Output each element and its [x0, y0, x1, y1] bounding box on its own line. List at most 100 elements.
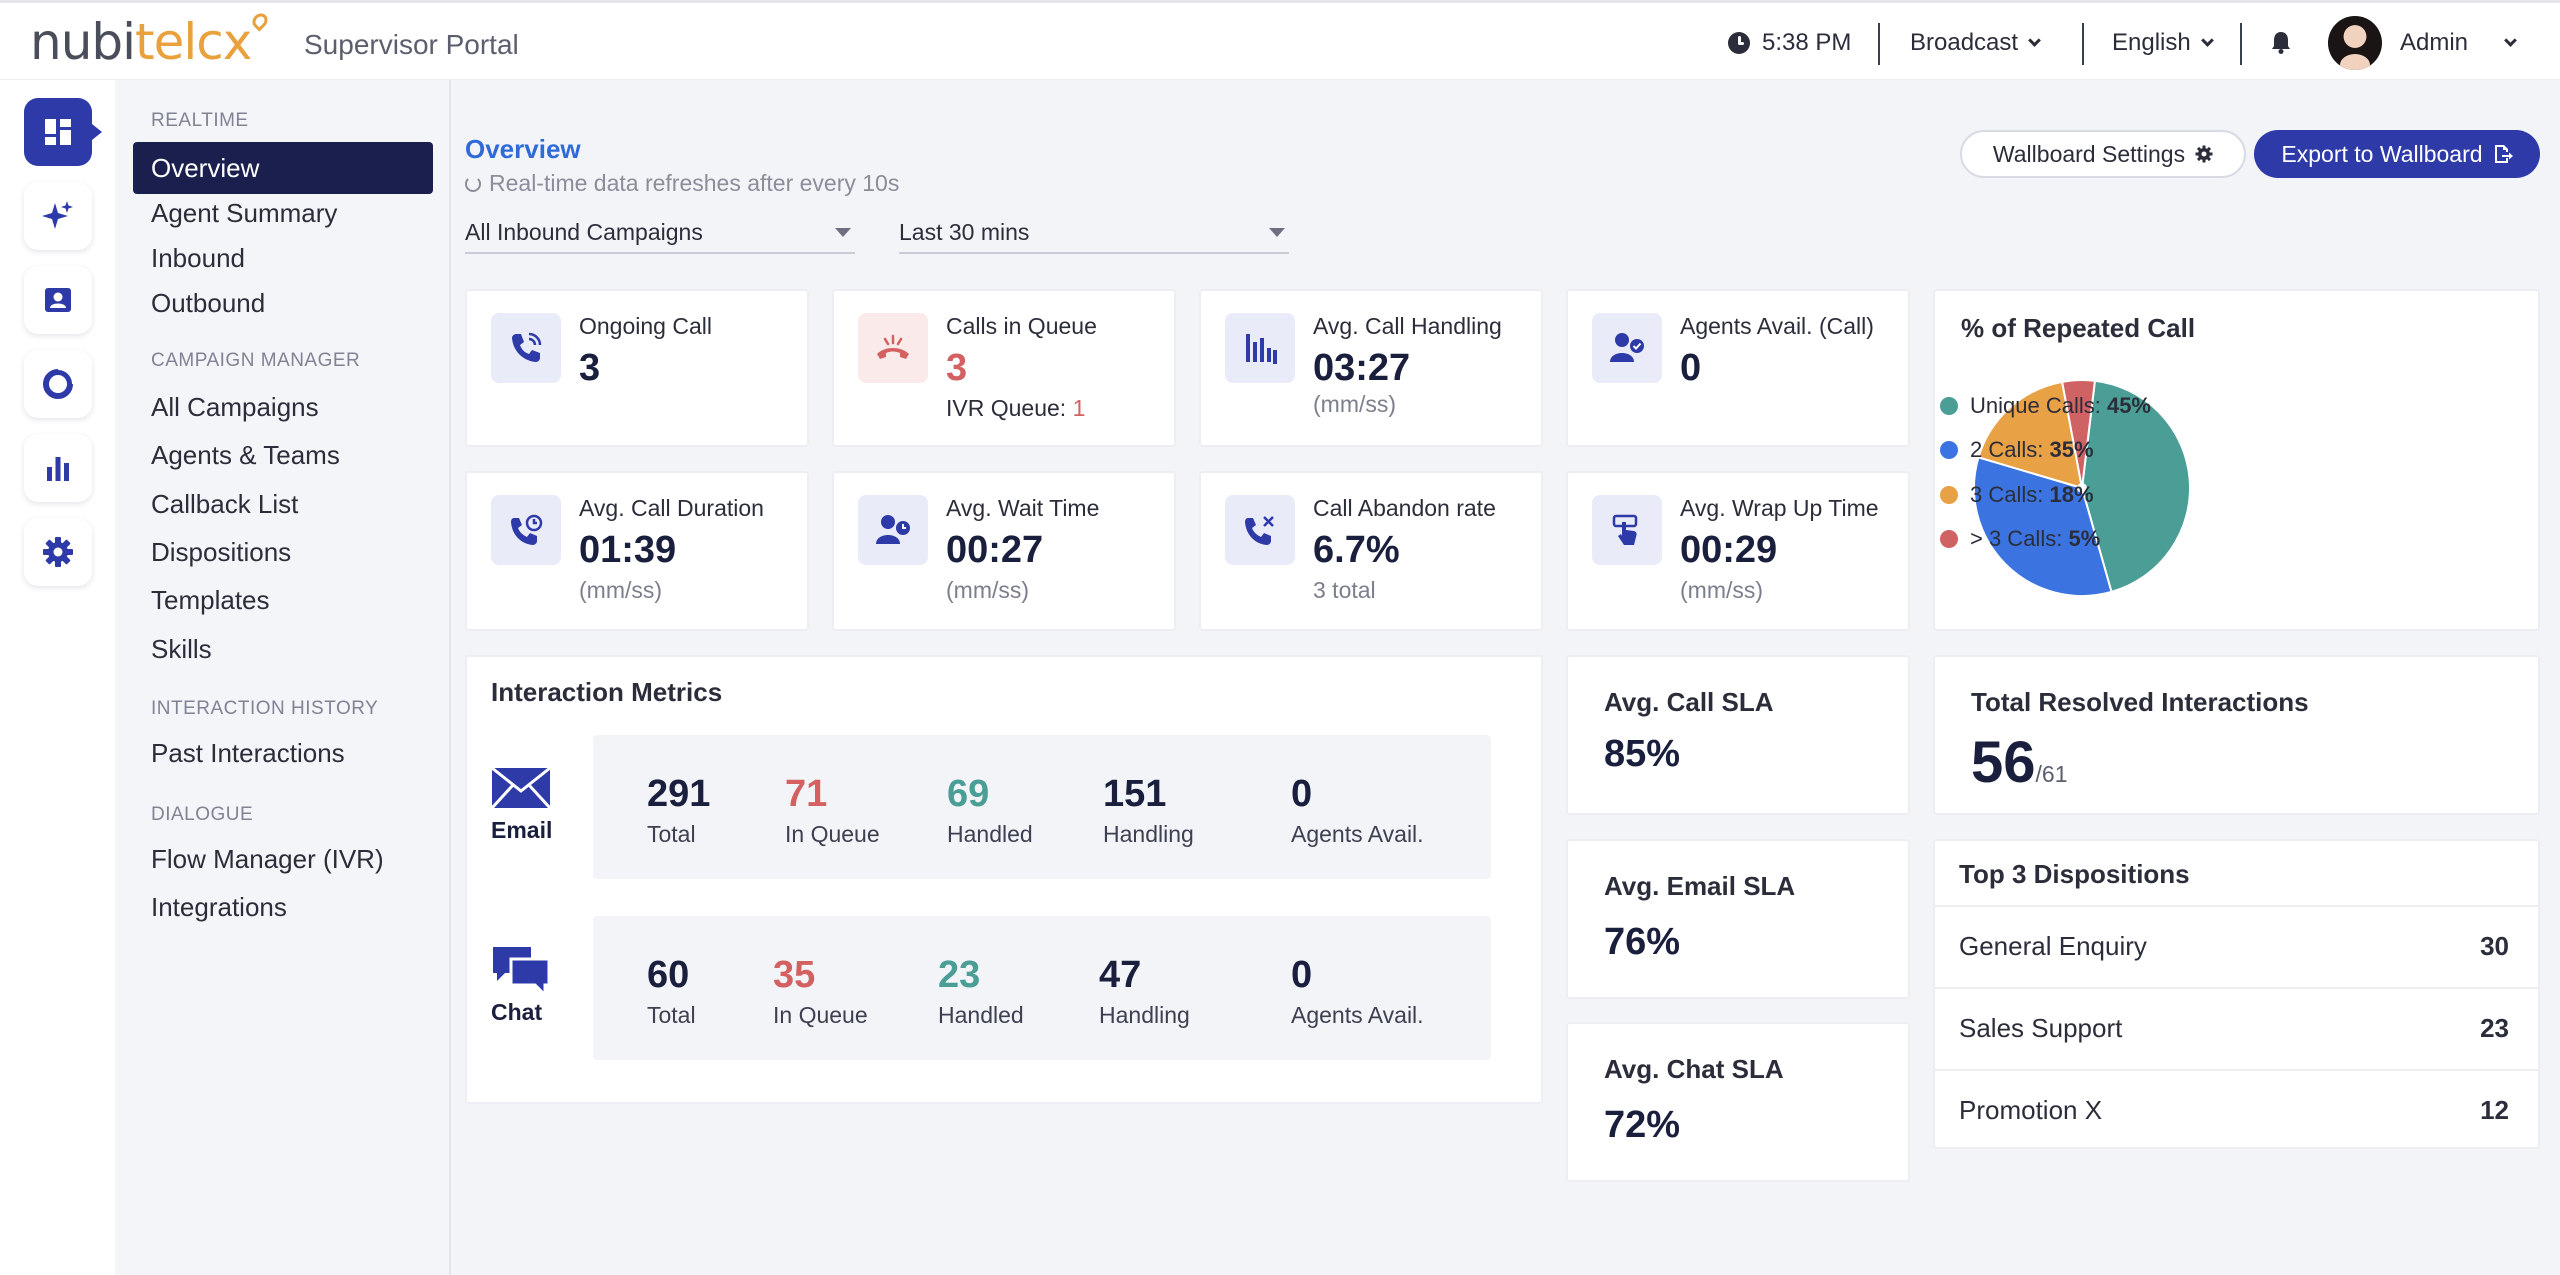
- chat-bubbles-icon: [493, 947, 551, 999]
- nav-item-dispositions[interactable]: Dispositions: [151, 537, 292, 567]
- metric-label: Handled: [947, 821, 1033, 847]
- nav-item-skills[interactable]: Skills: [151, 634, 212, 664]
- kpi-card-avg-call-duration: Avg. Call Duration 01:39 (mm/ss): [465, 471, 809, 631]
- nav-section-dialogue: DIALOGUE: [151, 804, 254, 825]
- time-filter-select[interactable]: Last 30 mins: [899, 210, 1289, 254]
- pie-slice-3-calls[interactable]: [1977, 380, 2084, 490]
- nav-item-templates[interactable]: Templates: [151, 585, 270, 615]
- wallboard-settings-button[interactable]: Wallboard Settings: [1960, 130, 2246, 178]
- sparkle-icon: [42, 201, 73, 229]
- metric-label: Handling: [1099, 1002, 1190, 1028]
- nav-section-interaction-history: INTERACTION HISTORY: [151, 698, 379, 719]
- nav-item-overview[interactable]: Overview: [133, 142, 433, 194]
- agent-available-icon: [1610, 333, 1644, 362]
- contact-card-icon: [45, 288, 71, 312]
- bar-chart-icon: [47, 457, 69, 481]
- rail-analytics-button[interactable]: [24, 434, 92, 502]
- broadcast-dropdown[interactable]: Broadcast: [1910, 29, 2041, 57]
- disposition-row[interactable]: General Enquiry 30: [1935, 905, 2539, 985]
- legend-dot: [1940, 441, 1958, 459]
- refresh-note-text: Real-time data refreshes after every 10s: [489, 170, 900, 196]
- nav-item-outbound[interactable]: Outbound: [151, 288, 266, 318]
- kpi-icon-box: [1592, 313, 1662, 383]
- legend-value: 45%: [2106, 393, 2151, 418]
- ivr-queue-label: IVR Queue:: [946, 395, 1073, 421]
- rail-dashboard-button[interactable]: [24, 98, 102, 166]
- kpi-icon-box: [1225, 313, 1295, 383]
- rail-ai-button[interactable]: [24, 182, 92, 250]
- top-header: nubitelcx Supervisor Portal 5:38 PM Broa…: [0, 0, 2560, 80]
- kpi-value: 03:27: [1313, 347, 1411, 389]
- resolved-count: 56: [1971, 730, 2036, 795]
- pie-slice-2-calls[interactable]: [1973, 456, 2113, 597]
- top-dispositions-card: Top 3 Dispositions General Enquiry 30 Sa…: [1933, 839, 2540, 1149]
- legend-label: 2 Calls:: [1970, 437, 2050, 462]
- bell-icon[interactable]: [2270, 30, 2292, 54]
- sla-card-call: Avg. Call SLA 85%: [1566, 655, 1910, 815]
- resolved-total: /61: [2035, 761, 2068, 787]
- language-dropdown[interactable]: English: [2112, 29, 2214, 57]
- metric-value: 60: [647, 954, 690, 996]
- nav-item-flow-manager[interactable]: Flow Manager (IVR): [151, 844, 384, 874]
- caret-down-icon: [1269, 228, 1285, 237]
- kpi-label: Call Abandon rate: [1313, 495, 1496, 521]
- interaction-metrics-card: Interaction Metrics Email 291 Total 71 I…: [465, 655, 1543, 1104]
- user-menu[interactable]: Admin: [2400, 29, 2517, 57]
- pie-slice-3-calls[interactable]: [2060, 379, 2097, 489]
- repeated-call-card: % of Repeated Call: [1933, 289, 2540, 631]
- kpi-icon-box: [1225, 495, 1295, 565]
- nav-item-past-interactions[interactable]: Past Interactions: [151, 738, 345, 768]
- metric-label: Agents Avail.: [1291, 1002, 1424, 1028]
- sla-value: 85%: [1604, 733, 1681, 775]
- language-label: English: [2112, 29, 2191, 56]
- chevron-down-icon: [2504, 33, 2517, 47]
- export-label: Export to Wallboard: [2281, 140, 2483, 167]
- export-to-wallboard-button[interactable]: Export to Wallboard: [2254, 130, 2540, 178]
- campaign-filter-select[interactable]: All Inbound Campaigns: [465, 210, 855, 254]
- rail-settings-button[interactable]: [24, 518, 92, 586]
- repeated-call-pie-chart: [1973, 379, 2191, 597]
- campaign-filter-value: All Inbound Campaigns: [465, 219, 703, 245]
- disposition-name: Promotion X: [1959, 1095, 2103, 1125]
- kpi-value: 00:27: [946, 529, 1044, 571]
- logo-spark-icon: [249, 10, 271, 32]
- metric-value: 69: [947, 773, 990, 815]
- disposition-row[interactable]: Sales Support 23: [1935, 987, 2539, 1067]
- kpi-label: Avg. Wait Time: [946, 495, 1100, 521]
- nav-item-integrations[interactable]: Integrations: [151, 892, 287, 922]
- pie-center-dot: [2077, 483, 2087, 493]
- sla-card-email: Avg. Email SLA 76%: [1566, 839, 1910, 999]
- avatar[interactable]: [2328, 16, 2382, 70]
- sla-value: 72%: [1604, 1104, 1681, 1146]
- nav-item-agents-teams[interactable]: Agents & Teams: [151, 440, 340, 470]
- sla-label: Avg. Email SLA: [1604, 871, 1796, 901]
- nav-item-agent-summary[interactable]: Agent Summary: [151, 198, 338, 228]
- app-logo[interactable]: nubitelcx: [30, 10, 271, 67]
- gear-icon: [2195, 145, 2213, 163]
- legend-dot: [1940, 486, 1958, 504]
- legend-item: 3 Calls: 18%: [1940, 482, 2094, 508]
- nav-item-inbound[interactable]: Inbound: [151, 243, 245, 273]
- metric-label: Total: [647, 821, 696, 847]
- metric-label: Agents Avail.: [1291, 821, 1424, 847]
- pie-slice-unique-calls[interactable]: [2080, 379, 2191, 594]
- kpi-label: Avg. Call Duration: [579, 495, 764, 521]
- rail-reports-donut-button[interactable]: [24, 350, 92, 418]
- nav-item-all-campaigns[interactable]: All Campaigns: [151, 392, 319, 422]
- rail-contacts-button[interactable]: [24, 266, 92, 334]
- kpi-label: Avg. Wrap Up Time: [1680, 495, 1879, 521]
- legend-label: 3 Calls:: [1970, 482, 2050, 507]
- hand-touch-icon: [1612, 514, 1638, 545]
- phone-timer-icon: [511, 514, 543, 545]
- kpi-card-avg-wrap-up-time: Avg. Wrap Up Time 00:29 (mm/ss): [1566, 471, 1910, 631]
- kpi-card-avg-wait-time: Avg. Wait Time 00:27 (mm/ss): [832, 471, 1176, 631]
- sla-label: Avg. Chat SLA: [1604, 1054, 1784, 1084]
- metric-label: Handled: [938, 1002, 1024, 1028]
- disposition-name: Sales Support: [1959, 1013, 2123, 1043]
- metric-label: In Queue: [773, 1002, 868, 1028]
- legend-value: 18%: [2049, 482, 2094, 507]
- page-title: Overview: [465, 134, 581, 164]
- disposition-row[interactable]: Promotion X 12: [1935, 1069, 2539, 1149]
- total-resolved-title: Total Resolved Interactions: [1971, 687, 2309, 717]
- nav-item-callback-list[interactable]: Callback List: [151, 489, 299, 519]
